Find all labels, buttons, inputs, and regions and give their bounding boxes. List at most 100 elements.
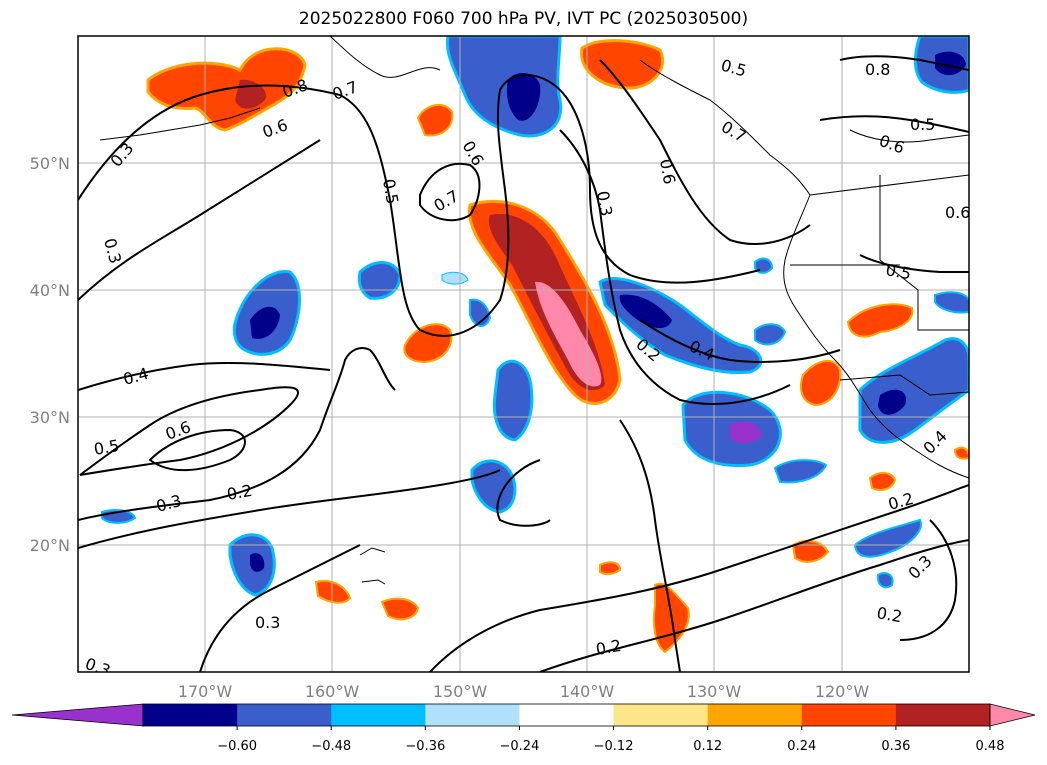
lon-label-170w: 170°W [178, 682, 233, 701]
us-canada-border [809, 174, 969, 196]
contour-0.4-east [639, 319, 841, 363]
pv-anomaly-small-1 [416, 103, 454, 137]
colorbar-segment [331, 704, 426, 726]
state-border-2 [879, 175, 969, 331]
lon-label-130w: 130°W [687, 682, 742, 701]
lon-label-120w: 120°W [815, 682, 870, 701]
colorbar-segment [519, 704, 615, 726]
contour-0.2-closed [496, 459, 551, 527]
contour-0.5-low [79, 386, 299, 476]
colorbar-extend-high [989, 703, 1036, 727]
lon-label-160w: 160°W [305, 682, 360, 701]
colorbar-tick-label: −0.36 [405, 739, 445, 754]
longitude-labels: 170°W 160°W 150°W 140°W 130°W 120°W [178, 682, 870, 701]
contour-label-4: 0.5 [92, 436, 120, 459]
pv-anomaly-plume-max [535, 281, 602, 387]
lat-label-40: 40°N [30, 281, 70, 300]
colorbar-frame [142, 703, 991, 727]
colorbar-segment [425, 704, 520, 726]
contour-0.3-trough [559, 129, 791, 406]
coastlines [99, 36, 969, 585]
colorbar-segment [143, 704, 238, 726]
map-panel: 0.3 0.3 0.4 0.5 0.6 0.3 0.2 0.3 0.3 0.6 … [77, 35, 970, 673]
pv-anomaly-small-2 [403, 323, 453, 364]
contour-label-19: 0.6 [656, 157, 679, 185]
pv-anomaly-mexico-core [878, 389, 906, 415]
pv-anomaly-south-5 [868, 472, 897, 491]
map-frame [77, 35, 970, 673]
colorbar-segment [237, 704, 332, 726]
colorbar-tick-label: 0.36 [881, 739, 910, 754]
pv-anomaly-central-3 [357, 261, 402, 300]
map-background [78, 36, 969, 672]
contour-0.7-mid [419, 162, 481, 222]
pv-anomaly-offshore-trough-core [619, 294, 672, 329]
pv-anomaly-small-12 [441, 271, 469, 285]
pv-anomaly-south-3 [314, 579, 352, 604]
pv-anomaly-northern-trough-core [506, 73, 541, 121]
contour-0.5 [78, 74, 761, 337]
pv-anomaly-northeast-core [935, 51, 966, 76]
pv-anomaly-small-10 [877, 572, 894, 589]
contour-0.6-northeast [819, 115, 969, 133]
colorbar: −0.60 −0.48 −0.36 −0.24 −0.12 0.12 0.24 0.36 0.4… [11, 703, 1036, 754]
contour-0.5-east [859, 254, 969, 273]
contour-label-16: 0.3 [593, 189, 616, 217]
map-title: 2025022800 F060 700 hPa PV, IVT PC (2025… [298, 9, 749, 29]
contour-0.4 [78, 361, 331, 391]
contour-label-23: 0.5 [910, 115, 935, 134]
negative-pv-anomalies [101, 36, 969, 597]
pv-anomaly-small-11 [934, 291, 969, 314]
pv-anomaly-central-1 [492, 359, 534, 442]
aleutian-islands [99, 107, 261, 141]
colorbar-segment [895, 704, 991, 726]
contour-label-13: 0.5 [379, 177, 402, 205]
latitude-labels: 50°N 40°N 30°N 20°N [30, 154, 70, 555]
contour-0.6-low [148, 428, 246, 472]
hawaiian-islands [359, 547, 386, 585]
pv-anomaly-north-coast [580, 39, 664, 90]
contour-0.6-east [599, 59, 811, 246]
pv-anomaly-south-west-core [250, 553, 265, 572]
contour-label-30: 0.2 [594, 636, 622, 659]
colorbar-tick-label: −0.60 [217, 739, 257, 754]
pv-anomaly-south-6 [599, 561, 622, 576]
pv-anomaly-southwest-us [846, 303, 914, 338]
pv-anomaly-small-6 [754, 323, 787, 346]
contour-0.3-mid [78, 347, 396, 521]
contour-label-25: 0.5 [884, 260, 912, 283]
contour-0.3-south-east [539, 539, 969, 672]
pv-anomaly-south-2 [380, 597, 420, 621]
pv-anomaly-small-4 [773, 459, 828, 484]
colorbar-tick-label: −0.24 [500, 739, 540, 754]
colorbar-tick-label: 0.24 [787, 739, 816, 754]
contour-0.3-southeast [899, 519, 958, 641]
contour-0.8-east [839, 55, 969, 71]
lon-label-150w: 150°W [433, 682, 488, 701]
colorbar-segment [613, 704, 709, 726]
colorbar-segment [801, 704, 897, 726]
contour-label-28: 0.2 [875, 603, 903, 626]
contour-0.2-south [429, 484, 969, 672]
colorbar-tick-label: 0.48 [976, 739, 1005, 754]
lon-label-140w: 140°W [560, 682, 615, 701]
lat-label-30: 30°N [30, 408, 70, 427]
pv-anomaly-subtropical-low-core [730, 421, 762, 444]
canada-border [849, 129, 969, 143]
colorbar-segment [707, 704, 803, 726]
pv-anomaly-small-5 [853, 518, 922, 558]
pv-anomaly-west-pacific-core [250, 306, 280, 339]
alaska-coast [329, 36, 441, 78]
lat-label-50: 50°N [30, 154, 70, 173]
pv-anomaly-baja [799, 360, 842, 407]
pv-contours [78, 55, 969, 672]
contour-0.3-west [78, 139, 321, 301]
colorbar-extend-low [11, 703, 144, 727]
lat-label-20: 20°N [30, 536, 70, 555]
gridlines [78, 36, 969, 672]
colorbar-tick-label: −0.12 [594, 739, 634, 754]
pv-anomaly-central-2 [470, 459, 517, 514]
contour-label-26: 0.6 [945, 203, 970, 222]
us-mexico-border [839, 374, 969, 396]
